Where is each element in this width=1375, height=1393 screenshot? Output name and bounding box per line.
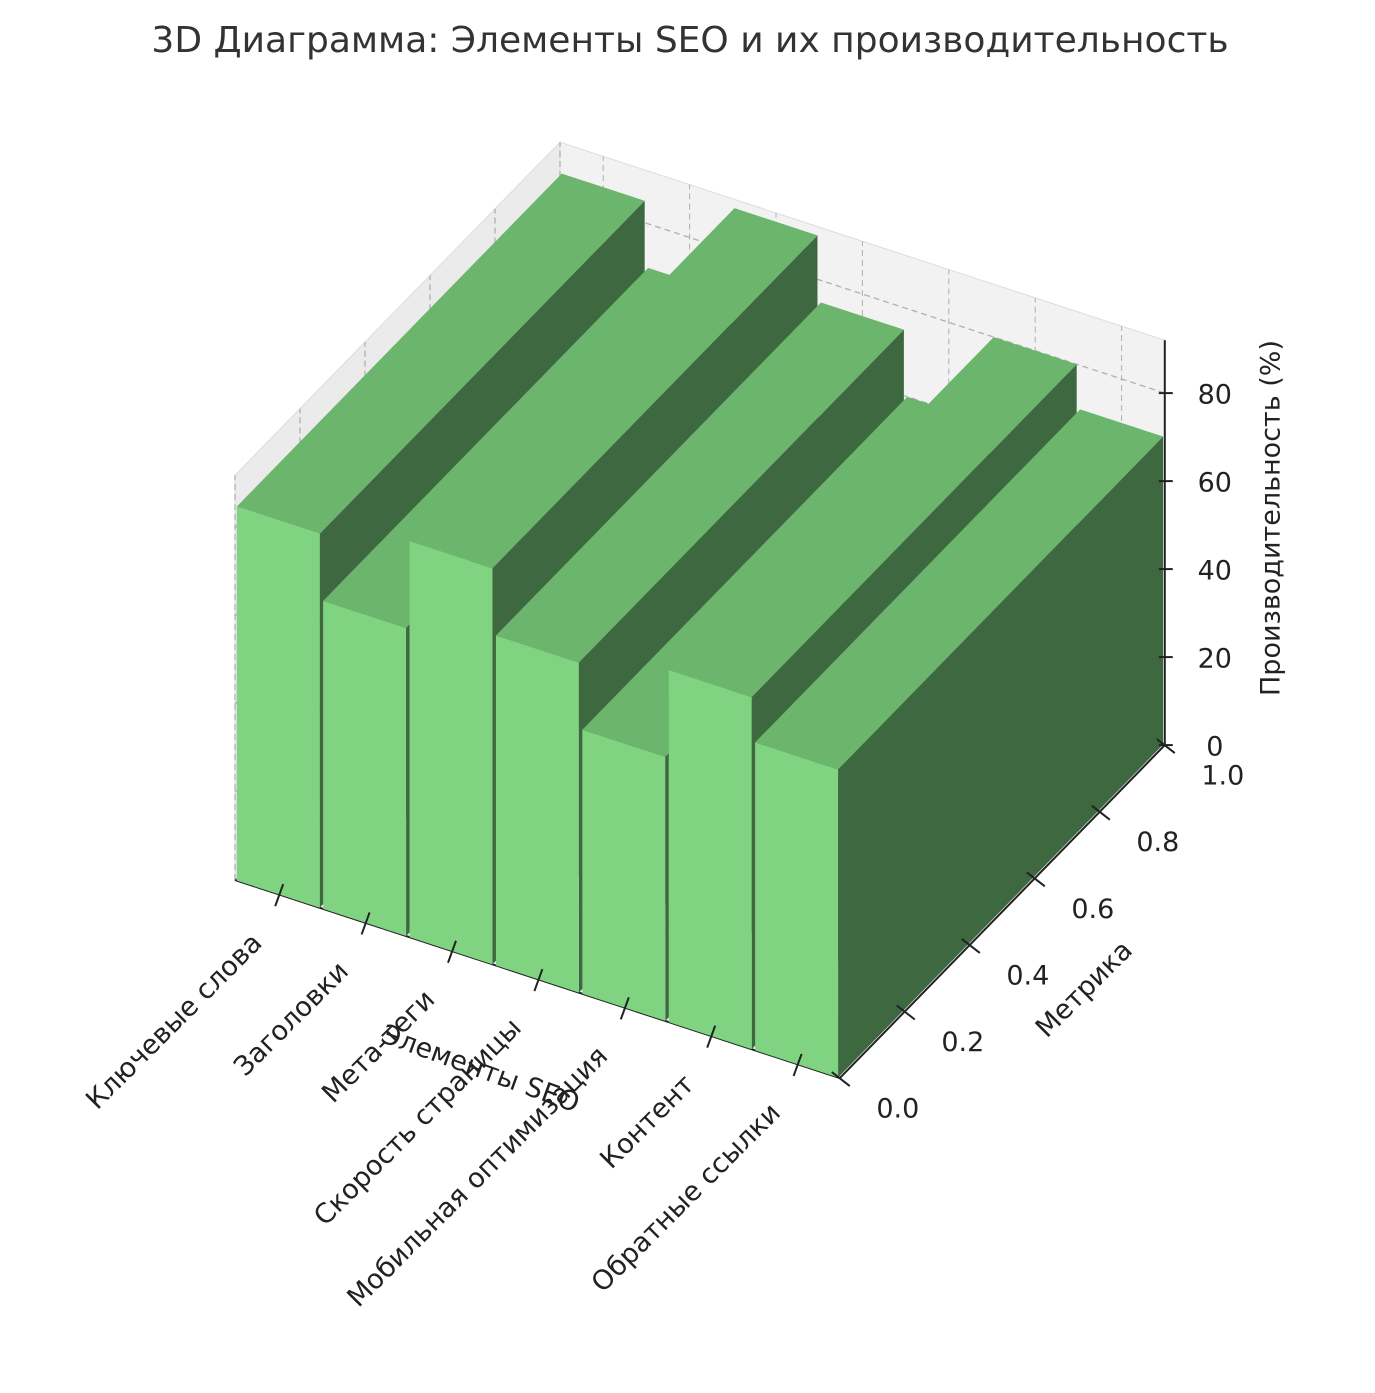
bar-front (236, 506, 320, 908)
x-tick (706, 1025, 717, 1048)
y-tick (1156, 738, 1176, 754)
z-tick-label: 80 (1198, 380, 1232, 411)
bar-top (668, 337, 1077, 698)
z-axis-label: Производительность (%) (1256, 340, 1287, 696)
y-tick (1026, 871, 1046, 888)
x-tick (792, 1053, 803, 1077)
x-tick (619, 997, 630, 1020)
bar (755, 409, 1164, 1078)
y-tick (1091, 804, 1111, 821)
y-tick-label: 0.4 (1006, 960, 1049, 991)
x-tick (274, 883, 285, 907)
bar-front (323, 600, 407, 937)
y-tick (831, 1071, 851, 1087)
bar-top (409, 208, 818, 569)
y-tick-label: 0.6 (1071, 894, 1114, 925)
x-tick-label: Контент (594, 1069, 700, 1175)
x-tick (360, 912, 371, 935)
z-tick-label: 0 (1206, 732, 1223, 763)
bar-top (236, 173, 645, 534)
bar-front (582, 729, 666, 1021)
y-tick (961, 938, 981, 954)
x-tick-label: Ключевые слова (80, 927, 268, 1115)
bar-front (409, 541, 493, 965)
x-tick (533, 968, 544, 992)
x-tick-label: Обратные ссылки (586, 1097, 787, 1298)
y-tick-label: 0.2 (941, 1027, 984, 1058)
x-tick (447, 940, 457, 964)
y-tick-label: 0.8 (1136, 827, 1179, 858)
bar-front (495, 635, 579, 993)
z-tick-label: 20 (1198, 644, 1232, 675)
bar-front (755, 742, 839, 1078)
axis-line (839, 744, 1166, 1079)
bar-top (755, 409, 1164, 770)
y-tick-label: 1.0 (1201, 761, 1244, 792)
bar-side (838, 436, 1164, 1078)
x-tick-label: Заголовки (228, 956, 355, 1083)
chart-title: 3D Диаграмма: Элементы SEO и их производ… (151, 20, 1228, 61)
bar-top (495, 302, 904, 663)
y-tick (896, 1004, 916, 1021)
z-tick-label: 40 (1198, 556, 1232, 587)
z-tick-label: 60 (1198, 468, 1232, 499)
y-tick-label: 0.0 (876, 1094, 919, 1125)
bar-front (668, 670, 752, 1050)
x-axis-label: Элементы SEO (377, 1019, 583, 1119)
